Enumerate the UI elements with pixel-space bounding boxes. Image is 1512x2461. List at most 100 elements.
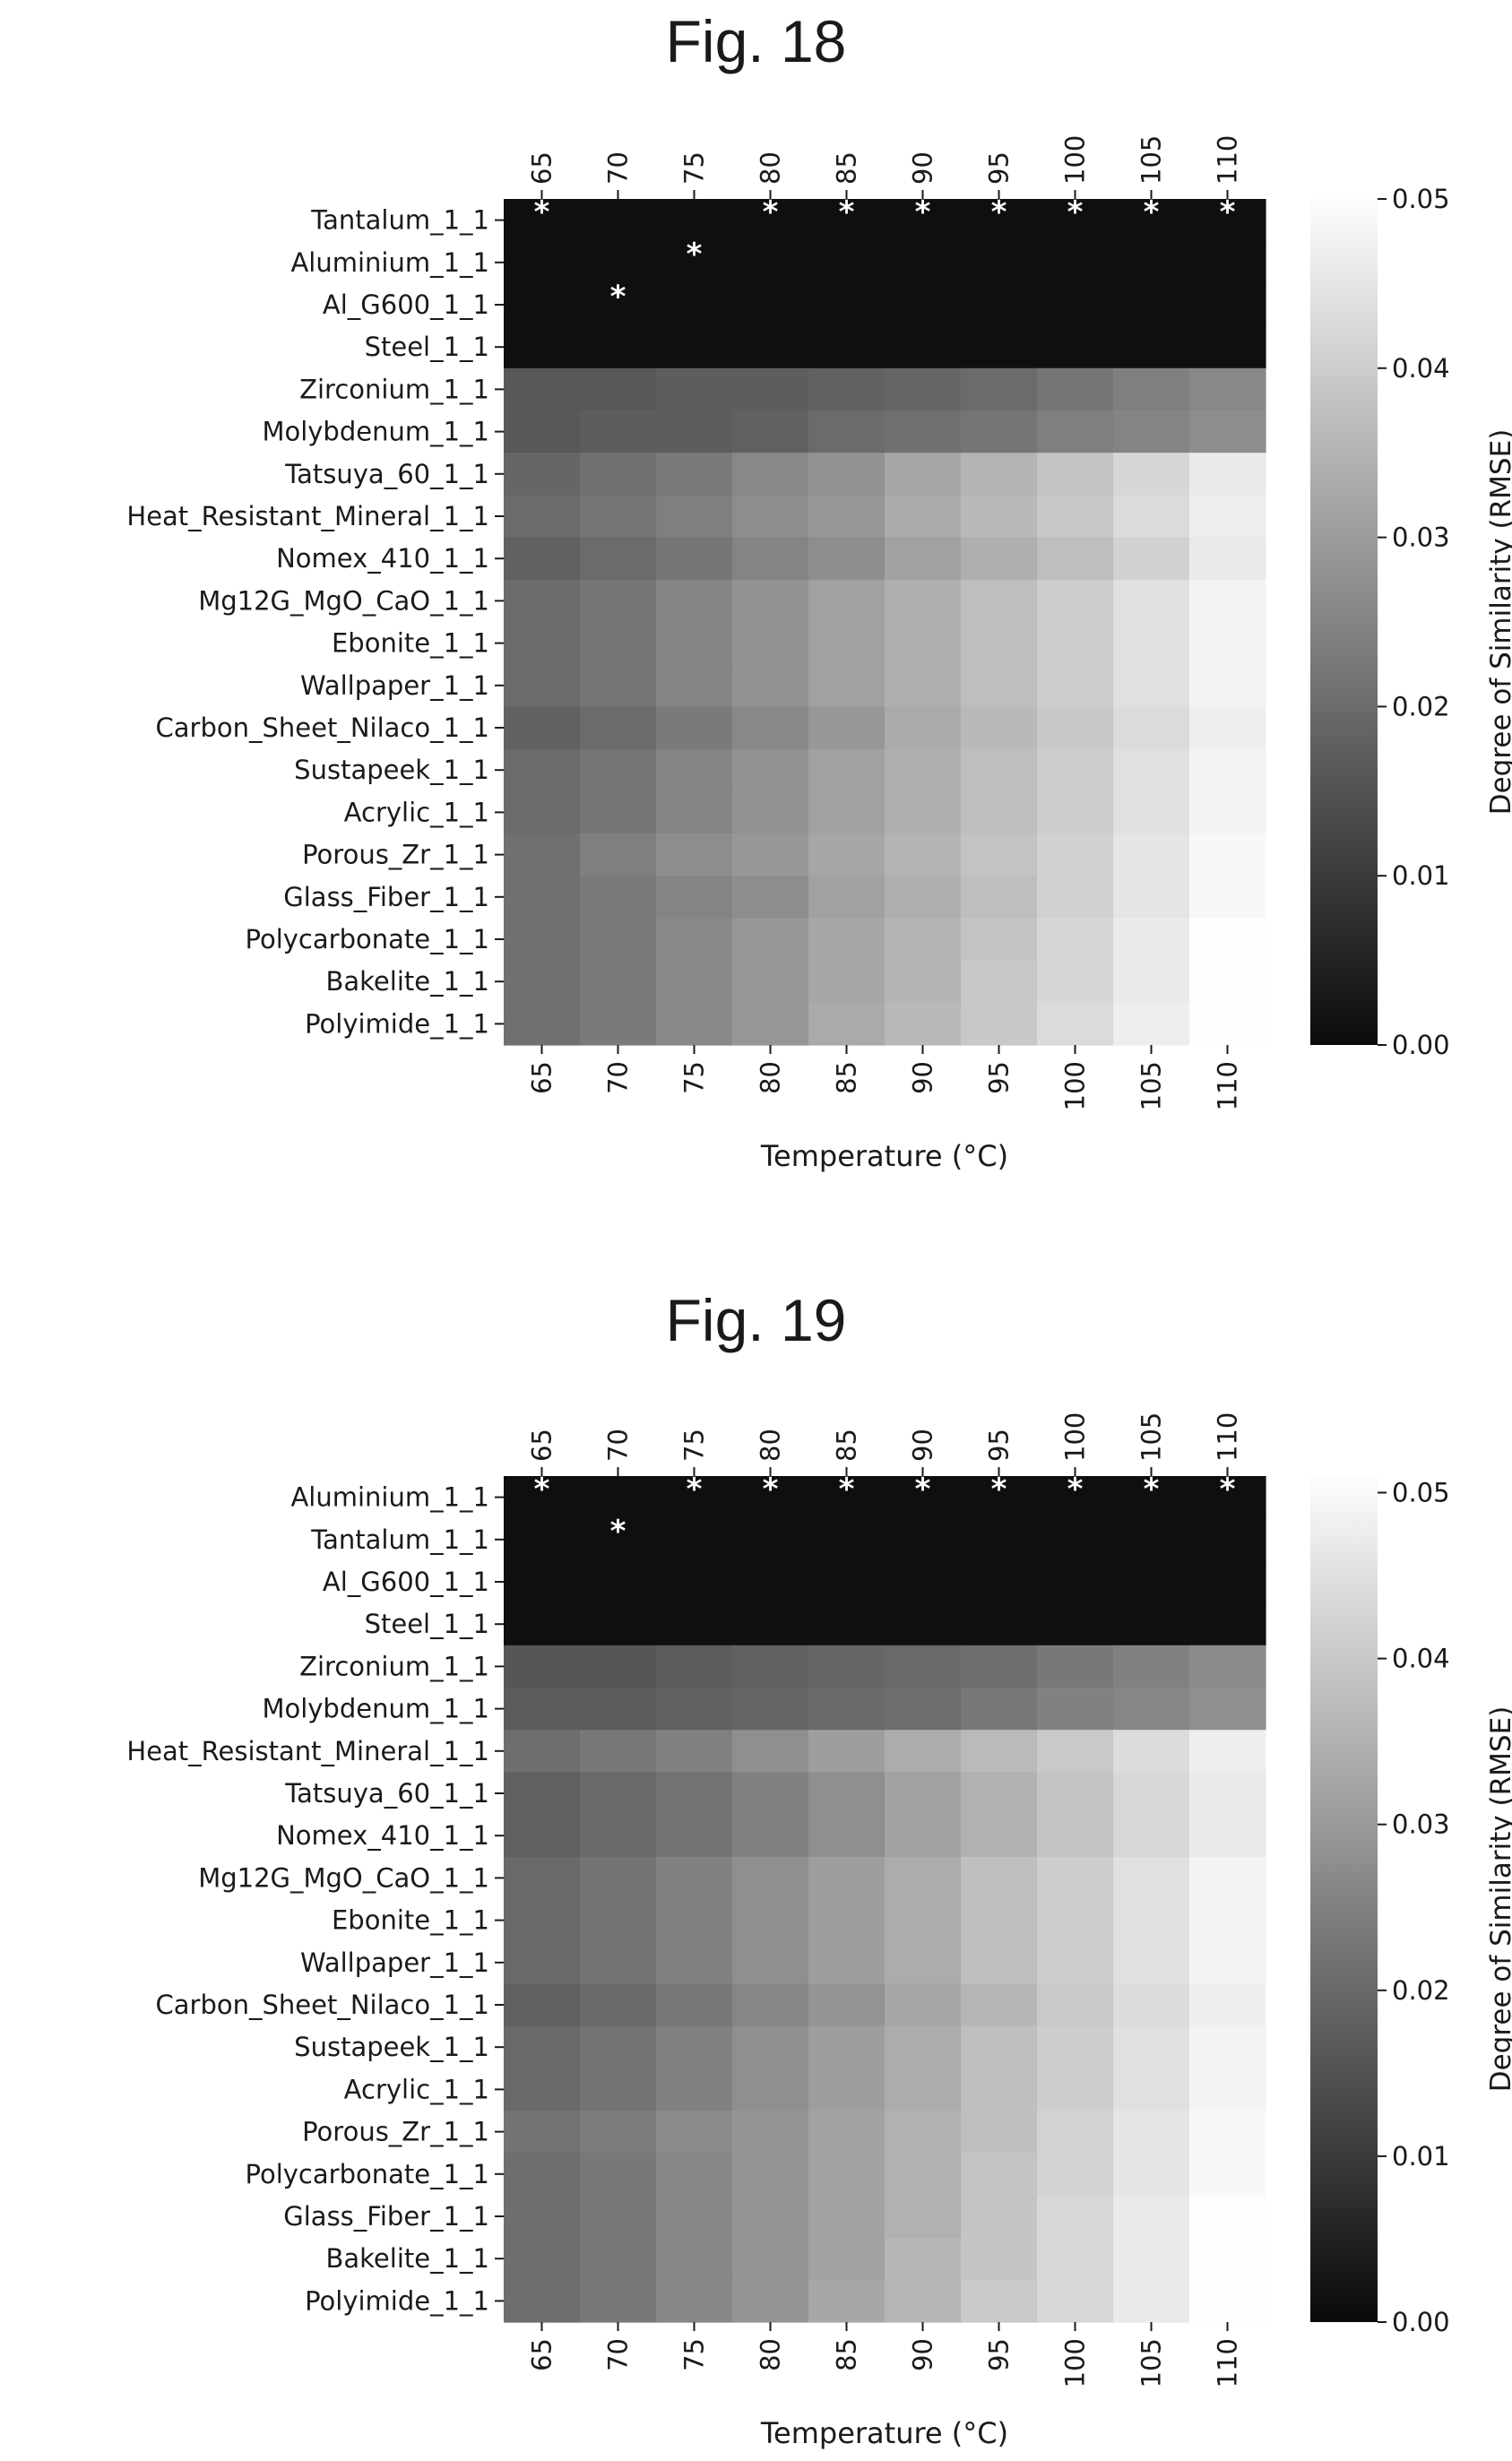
x-tick-label-bottom: 100 <box>1060 1061 1091 1110</box>
heatmap-cell <box>961 325 1038 369</box>
heatmap-cell <box>732 748 809 792</box>
x-tick-label-top: 80 <box>756 151 786 185</box>
best-match-marker: * <box>687 237 703 272</box>
heatmap-cell <box>961 833 1038 876</box>
heatmap-cell <box>1113 1476 1190 1519</box>
y-tick-label: Ebonite_1_1 <box>332 1905 489 1936</box>
x-tick-label-top: 75 <box>679 151 710 185</box>
colorbar-tick-label: 0.01 <box>1392 860 1450 891</box>
heatmap-cell <box>885 283 962 327</box>
heatmap-cell <box>808 1814 886 1858</box>
heatmap-cell <box>961 748 1038 792</box>
fig-18-heatmap: * * * * * * * * * * Tantalum_1_1 Aluminium_1_1 Al_G6… <box>126 135 1512 1173</box>
heatmap-cell <box>1113 1730 1190 1773</box>
heatmap-cell <box>580 2025 657 2069</box>
heatmap-cell <box>656 1899 733 1942</box>
heatmap-cell <box>1113 748 1190 792</box>
heatmap-cell <box>961 2153 1038 2196</box>
heatmap-cell <box>1113 1518 1190 1561</box>
heatmap-cell <box>885 876 962 919</box>
x-tick-label-top: 80 <box>756 1429 786 1462</box>
heatmap-cell <box>656 706 733 750</box>
y-tick-label: Al_G600_1_1 <box>323 1567 489 1597</box>
heatmap-cell <box>504 325 581 369</box>
heatmap-cell <box>504 2279 581 2323</box>
heatmap-cell <box>1189 2025 1266 2069</box>
heatmap-cell <box>1037 1814 1114 1858</box>
heatmap-cell <box>1113 1772 1190 1816</box>
heatmap-cell <box>1037 410 1114 453</box>
heatmap-cell <box>580 199 657 242</box>
heatmap-cell <box>732 833 809 876</box>
heatmap-cell <box>1189 622 1266 665</box>
heatmap-cell <box>504 495 581 539</box>
heatmap-cell <box>580 2279 657 2323</box>
y-tick-label: Acrylic_1_1 <box>344 2074 489 2104</box>
heatmap-cell <box>580 622 657 665</box>
heatmap-cell <box>961 1645 1038 1688</box>
heatmap-cell <box>504 1560 581 1604</box>
heatmap-cell <box>1189 790 1266 834</box>
heatmap-cell <box>808 1002 886 1046</box>
heatmap-cell <box>1189 706 1266 750</box>
x-tick-label-bottom: 95 <box>984 2338 1015 2371</box>
heatmap-cell <box>885 1730 962 1773</box>
heatmap-cell <box>1189 367 1266 411</box>
heatmap-cell <box>961 579 1038 623</box>
x-tick-label-bottom: 70 <box>603 1061 634 1094</box>
heatmap-cell <box>504 664 581 707</box>
x-tick-label-bottom: 110 <box>1213 1061 1243 1110</box>
x-tick-label-bottom: 75 <box>679 2338 710 2371</box>
heatmap-cell <box>885 579 962 623</box>
best-match-marker: * <box>1144 1472 1160 1507</box>
heatmap-cell <box>504 1856 581 1900</box>
heatmap-cell <box>1189 410 1266 453</box>
heatmap-cell <box>808 1772 886 1816</box>
heatmap-cell <box>1189 1688 1266 1731</box>
heatmap-cell <box>1189 199 1266 242</box>
heatmap-cell <box>656 1560 733 1604</box>
heatmap-cell <box>1037 2025 1114 2069</box>
x-tick-label-bottom: 70 <box>603 2338 634 2371</box>
heatmap-cell <box>504 2068 581 2111</box>
heatmap-cell <box>1037 2068 1114 2111</box>
heatmap-cell <box>580 410 657 453</box>
heatmap-cell <box>656 876 733 919</box>
y-tick-label: Carbon_Sheet_Nilaco_1_1 <box>156 712 489 743</box>
x-tick-label-top: 70 <box>603 1429 634 1462</box>
heatmap-cell <box>961 283 1038 327</box>
heatmap-cell <box>656 1983 733 2027</box>
heatmap-cell <box>504 622 581 665</box>
colorbar-tick-label: 0.02 <box>1392 1975 1450 2006</box>
heatmap-cell <box>732 1772 809 1816</box>
heatmap-cell <box>580 790 657 834</box>
x-tick-label-bottom: 85 <box>832 2338 862 2371</box>
x-tick-label-bottom: 65 <box>527 2338 557 2371</box>
y-tick-label: Polyimide_1_1 <box>305 2285 489 2316</box>
heatmap-cell <box>504 367 581 411</box>
heatmap-cell <box>1189 1476 1266 1519</box>
y-tick-label: Wallpaper_1_1 <box>300 1947 489 1978</box>
heatmap-cell <box>1189 1602 1266 1646</box>
y-tick-label: Sustapeek_1_1 <box>294 755 489 785</box>
heatmap-cell <box>656 790 733 834</box>
heatmap-cell <box>961 537 1038 581</box>
heatmap-cell <box>961 1730 1038 1773</box>
heatmap-cell <box>1113 325 1190 369</box>
heatmap-cell <box>808 367 886 411</box>
heatmap-cell <box>1189 1730 1266 1773</box>
heatmap-cell <box>885 453 962 496</box>
heatmap-cell <box>885 325 962 369</box>
heatmap-cell <box>1189 1560 1266 1604</box>
heatmap-cell <box>504 876 581 919</box>
y-tick-label: Glass_Fiber_1_1 <box>283 882 489 912</box>
heatmap-cell <box>808 664 886 707</box>
heatmap-cell <box>961 1560 1038 1604</box>
heatmap-cell <box>961 918 1038 962</box>
heatmap-cell <box>656 241 733 284</box>
heatmap-cell <box>885 1560 962 1604</box>
heatmap-cell <box>504 706 581 750</box>
heatmap-cell <box>656 1645 733 1688</box>
heatmap-cell <box>504 1518 581 1561</box>
heatmap-cell <box>1189 918 1266 962</box>
